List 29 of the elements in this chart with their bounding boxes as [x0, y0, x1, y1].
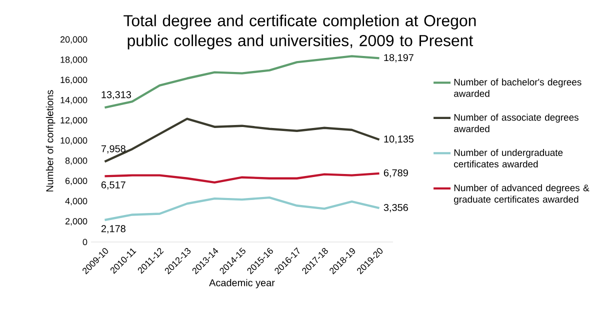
data-label: 10,135 — [384, 136, 414, 144]
legend-label: Number of bachelor's degrees awarded — [454, 78, 582, 97]
y-tick-label: 14,000 — [60, 96, 88, 104]
data-label: 6,789 — [384, 169, 408, 178]
x-axis-title: Academic year — [209, 278, 275, 288]
legend-label: Number of associate degrees awarded — [454, 114, 578, 132]
y-tick-label: 8,000 — [65, 157, 88, 165]
line-series — [104, 196, 380, 222]
y-tick-label: 4,000 — [65, 198, 88, 206]
y-tick-label: 2,000 — [66, 218, 88, 226]
y-tick-label: 18,000 — [60, 56, 88, 64]
legend-label: Number of undergraduate certificates awarded — [454, 149, 563, 168]
y-axis-title: Number of completions — [46, 90, 56, 192]
data-label: 6,517 — [101, 181, 126, 190]
y-tick-label: 10,000 — [60, 137, 88, 145]
chart-title: Total degree and certificate completion at Oregon public colleges and universities, 2009 to Present — [124, 14, 476, 50]
y-tick-label: 0 — [82, 238, 88, 246]
y-tick-label: 20,000 — [60, 36, 88, 44]
data-label: 3,356 — [384, 204, 408, 212]
legend-label: Number of advanced degrees & graduate certificates awarded — [454, 184, 590, 205]
data-label: 2,178 — [101, 225, 126, 234]
data-label: 7,958 — [101, 145, 126, 154]
y-tick-label: 16,000 — [60, 76, 88, 84]
line-series — [104, 55, 380, 109]
y-tick-label: 6,000 — [66, 178, 88, 186]
line-series — [104, 118, 380, 163]
y-tick-label: 12,000 — [60, 117, 88, 124]
data-label: 18,197 — [384, 54, 414, 62]
data-label: 13,313 — [102, 91, 131, 100]
